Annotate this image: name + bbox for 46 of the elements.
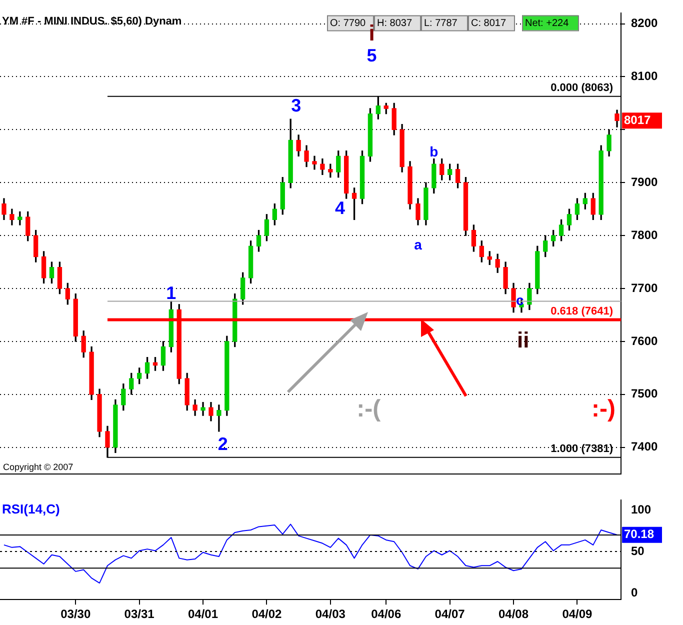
x-tick-label: 04/01 [188, 607, 218, 622]
annotation: 5 [366, 46, 377, 66]
annotation: 4 [334, 198, 345, 218]
annotation: :-) [591, 395, 616, 422]
annotation: 3 [291, 95, 302, 116]
ref-line-label: 0.618 (7641) [550, 305, 614, 318]
annotation: ii [516, 328, 530, 353]
y-tick-label: 100 [631, 502, 652, 516]
ref-line-label: 0.000 (8063) [550, 82, 614, 94]
annotation: O: 7790 [330, 18, 366, 29]
annotation: b [430, 143, 438, 160]
x-tick-label: 04/06 [371, 607, 402, 622]
text: 8017 [624, 112, 652, 127]
y-tick-label: 7400 [631, 440, 658, 454]
annotation: C: 8017 [471, 18, 506, 29]
candlestick [216, 404, 222, 432]
ref-line-label: 1.000 (7381) [550, 442, 614, 455]
x-tick-label: 03/30 [60, 607, 91, 622]
y-tick-label: 7700 [631, 280, 658, 295]
y-tick-label: 7900 [631, 174, 658, 189]
annotation: a [414, 236, 422, 252]
candlestick [200, 402, 206, 416]
annotation: 1 [166, 282, 176, 303]
y-tick-label: 0 [631, 585, 638, 600]
x-tick-label: 03/31 [124, 607, 155, 622]
x-tick-label: 04/03 [315, 607, 346, 622]
annotation: Copyright © 2007 [3, 462, 74, 472]
x-tick-label: 04/09 [562, 607, 593, 622]
text: 70.18 [624, 527, 654, 542]
x-tick-label: 04/08 [498, 607, 529, 622]
annotation: H: 8037 [377, 18, 412, 29]
y-tick-label: 50 [631, 544, 645, 558]
annotation: c [516, 292, 524, 308]
annotation: L: 7787 [424, 18, 458, 29]
chart-title: RSI(14,C) [2, 501, 60, 516]
annotation: i [368, 20, 375, 46]
y-tick-label: 7800 [631, 228, 658, 242]
x-tick-label: 04/07 [434, 607, 466, 622]
annotation: :-( [356, 395, 381, 422]
y-tick-label: 8100 [631, 69, 658, 84]
annotation: Net: +224 [525, 18, 570, 29]
y-tick-label: 7600 [631, 334, 658, 348]
y-tick-label: 7500 [631, 386, 658, 401]
y-tick-label: 8200 [631, 16, 658, 30]
annotation: 2 [218, 434, 228, 454]
x-tick-label: 04/02 [252, 607, 282, 622]
